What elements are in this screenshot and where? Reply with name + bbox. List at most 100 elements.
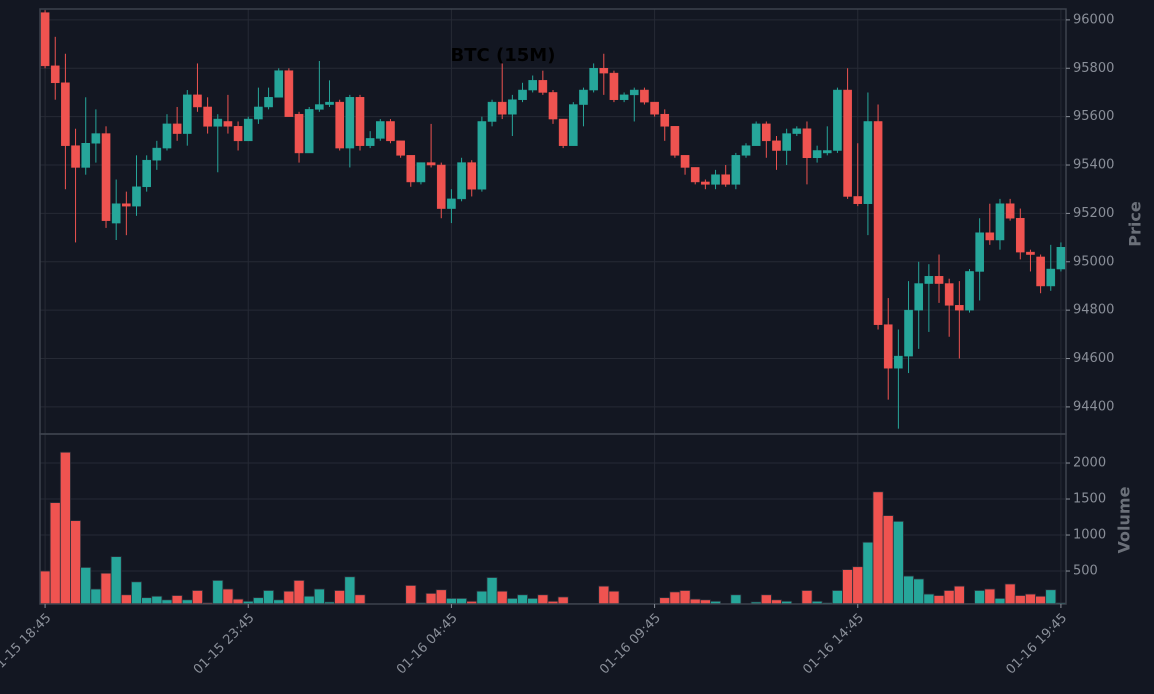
candle-body [233,126,243,142]
candle-body [50,65,60,84]
candle-body [467,162,477,190]
candle-body [477,121,487,190]
candle-body [91,133,101,144]
volume-bar [405,585,417,604]
volume-bar [903,575,915,604]
candle-body [894,355,903,369]
volume-bar [70,520,82,604]
volume-bar [344,576,356,604]
candle-body [508,99,517,115]
candle-body [243,118,253,142]
candle-body [355,97,365,146]
candle-body [152,147,162,161]
candle-body [873,121,883,325]
candle-body [406,155,416,183]
candle-body [680,155,690,168]
candle-body [61,82,70,146]
candle-body [528,80,537,91]
candle-body [762,123,771,142]
candle-body [375,121,385,139]
volume-tick-label: 1000 [1073,528,1106,543]
volume-bar [750,601,762,604]
volume-bar [242,600,254,604]
volume-bar [80,567,92,604]
volume-bar [882,515,894,604]
candle-body [731,155,741,185]
volume-bar [354,594,366,604]
candle-body [304,109,314,154]
candle-body [782,133,791,151]
candle-body [447,198,456,209]
candle-body [122,203,131,207]
grid [40,9,1066,604]
volume-bar [710,600,722,604]
volume-bar [811,600,823,604]
candle-body [599,68,609,74]
candle-body [396,140,405,156]
y-tick-label: 95400 [1073,158,1114,173]
candle-body [223,121,233,127]
candle-body [487,101,497,122]
volume-bar [324,601,335,604]
candle-body [1015,217,1025,253]
volume-bar [852,566,864,604]
candle-body [853,196,863,204]
candle-body [40,12,50,67]
candle-body [558,118,568,146]
volume-bar [293,579,305,604]
volume-tick-label: 500 [1073,564,1098,579]
volume-bar [131,581,142,604]
candle-body [690,167,700,183]
volume-bar [872,491,884,604]
volume-bar [100,572,112,604]
y-tick-label: 95000 [1073,254,1114,269]
y-tick-label: 95600 [1073,109,1114,124]
candle-body [670,126,680,156]
volume-bar [313,588,325,604]
volume-bar [913,578,925,604]
candle-body [132,186,141,207]
candle-body [863,121,873,204]
candle-body [254,106,263,120]
candle-body [660,113,670,127]
candle-body [822,150,832,154]
candle-body [213,118,223,127]
candle-body [81,142,91,168]
candle-body [325,101,334,105]
y-tick-label: 94400 [1073,399,1114,414]
candle-body [619,94,629,100]
candle-body [1026,251,1035,255]
candle-body [833,89,842,151]
volume-bar [59,451,71,604]
volume-bar [486,577,498,604]
candle-body [701,181,710,185]
candle-body [182,94,192,134]
candle-body [812,150,822,159]
candle-body [416,162,426,183]
candle-body [335,101,344,149]
candle-body [518,89,527,100]
candle-body [497,101,507,115]
volume-axis-label: Volume [1115,486,1134,553]
volume-bar [263,590,275,604]
candle-body [934,276,944,284]
candle-body [741,145,751,156]
volume-frame [39,433,1067,605]
volume-bar [953,585,965,604]
candle-body [1046,268,1056,287]
y-tick-label: 94600 [1073,351,1114,366]
volume-bar [547,600,559,604]
candle-body [203,106,212,127]
volume-bar [892,520,904,604]
y-tick-label: 94800 [1073,303,1114,318]
candle-body [772,140,781,151]
candle-body [264,97,273,108]
volume-bar [842,569,854,604]
volume-bar [49,502,61,604]
candle-body [975,232,984,272]
volume-bar [1045,589,1057,604]
y-tick-label: 96000 [1073,12,1114,27]
volume-bar [466,600,478,604]
candle-body [955,305,964,311]
candle-body [101,133,111,221]
